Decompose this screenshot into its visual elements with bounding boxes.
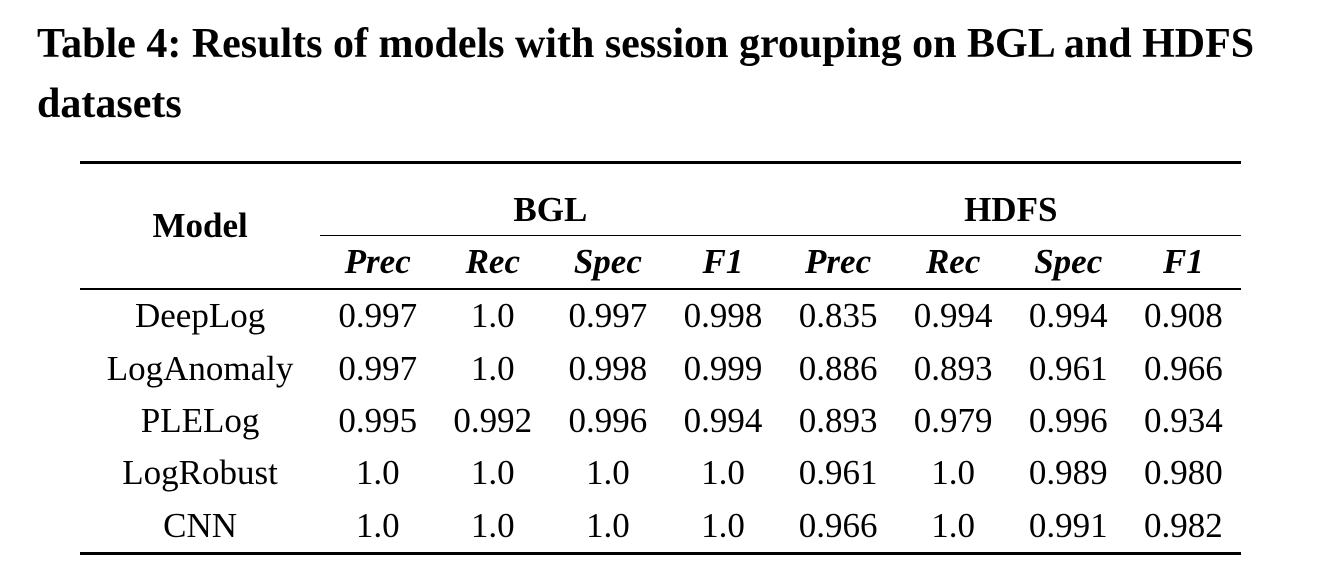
hdfs-prec-header: Prec — [780, 235, 896, 290]
value-cell: 0.996 — [1028, 400, 1108, 440]
results-table: Model BGL HDFS Prec Rec Spec F1 Prec Rec… — [80, 161, 1241, 555]
table-row: PLELog 0.995 0.992 0.996 0.994 0.893 0.9… — [80, 395, 1241, 447]
value-cell: 0.996 — [568, 400, 648, 440]
value-cell: 0.995 — [338, 400, 418, 440]
model-column-header: Model — [80, 161, 321, 290]
value-cell: 1.0 — [355, 453, 400, 493]
hdfs-f1-header: F1 — [1125, 235, 1241, 290]
group-header-bgl: BGL — [320, 161, 781, 236]
value-cell: 0.994 — [913, 296, 993, 336]
hdfs-rec-header: Rec — [895, 235, 1011, 290]
value-cell: 0.886 — [798, 348, 878, 388]
value-cell: 1.0 — [585, 453, 630, 493]
value-cell: 1.0 — [550, 499, 666, 555]
value-cell: 0.989 — [1028, 453, 1108, 493]
table-row: LogRobust 1.0 1.0 1.0 1.0 0.961 1.0 0.98… — [80, 447, 1241, 499]
model-name-cell: LogRobust — [122, 453, 278, 493]
value-cell: 0.966 — [780, 499, 896, 555]
value-cell: 0.991 — [1010, 499, 1126, 555]
value-cell: 0.893 — [913, 348, 993, 388]
bgl-spec-header: Spec — [550, 235, 666, 290]
value-cell: 0.997 — [568, 296, 648, 336]
value-cell: 0.961 — [798, 453, 878, 493]
value-cell: 0.961 — [1028, 348, 1108, 388]
value-cell: 0.998 — [568, 348, 648, 388]
value-cell: 1.0 — [320, 499, 436, 555]
table-row: LogAnomaly 0.997 1.0 0.998 0.999 0.886 0… — [80, 342, 1241, 394]
value-cell: 1.0 — [470, 296, 515, 336]
value-cell: 0.979 — [913, 400, 993, 440]
value-cell: 0.980 — [1144, 453, 1223, 493]
model-name-cell: PLELog — [140, 400, 260, 440]
value-cell: 1.0 — [470, 348, 515, 388]
value-cell: 1.0 — [931, 453, 976, 493]
value-cell: 1.0 — [895, 499, 1011, 555]
value-cell: 0.908 — [1144, 296, 1223, 336]
value-cell: 0.997 — [338, 296, 418, 336]
value-cell: 1.0 — [665, 499, 781, 555]
hdfs-spec-header: Spec — [1010, 235, 1126, 290]
value-cell: 1.0 — [470, 453, 515, 493]
table-caption: Table 4: Results of models with session … — [37, 21, 1255, 127]
bgl-rec-header: Rec — [435, 235, 551, 290]
value-cell: 1.0 — [701, 453, 745, 493]
model-name-cell: LogAnomaly — [106, 348, 294, 388]
value-cell: 0.999 — [683, 348, 763, 388]
value-cell: 1.0 — [435, 499, 551, 555]
value-cell: 0.934 — [1144, 400, 1223, 440]
value-cell: 0.997 — [338, 348, 418, 388]
value-cell: 0.992 — [453, 400, 533, 440]
bgl-prec-header: Prec — [320, 235, 436, 290]
table-row: DeepLog 0.997 1.0 0.997 0.998 0.835 0.99… — [80, 289, 1241, 342]
value-cell: 0.994 — [1028, 296, 1108, 336]
value-cell: 0.994 — [683, 400, 763, 440]
table-row: CNN 1.0 1.0 1.0 1.0 0.966 1.0 0.991 0.98… — [80, 499, 1241, 555]
model-name-cell: CNN — [80, 499, 321, 555]
value-cell: 0.966 — [1144, 348, 1223, 388]
group-header-hdfs: HDFS — [780, 161, 1241, 236]
value-cell: 0.982 — [1125, 499, 1241, 555]
model-name-cell: DeepLog — [134, 296, 266, 336]
value-cell: 0.835 — [798, 296, 878, 336]
value-cell: 0.893 — [798, 400, 878, 440]
results-table-container: Model BGL HDFS Prec Rec Spec F1 Prec Rec… — [80, 161, 1241, 555]
bgl-f1-header: F1 — [665, 235, 781, 290]
value-cell: 0.998 — [683, 296, 763, 336]
